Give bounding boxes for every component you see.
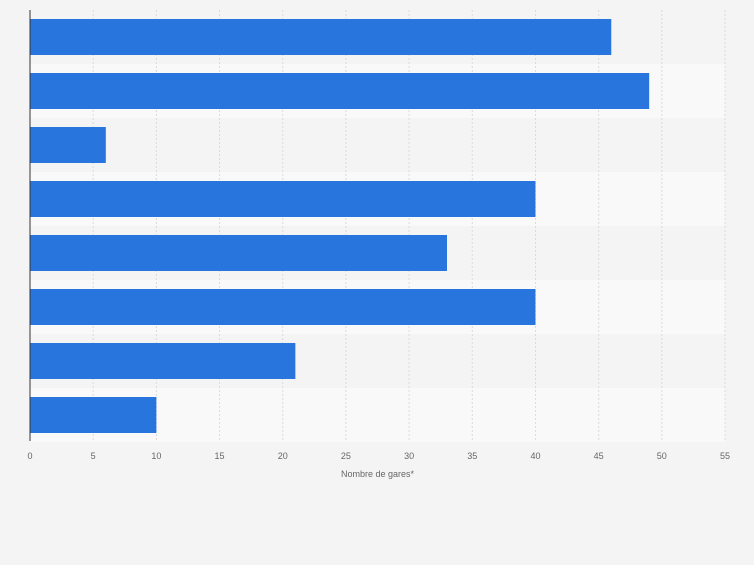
x-tick-label: 45 [594, 451, 604, 461]
bar [30, 73, 650, 109]
x-tick-label: 15 [215, 451, 225, 461]
x-tick-label: 0 [27, 451, 32, 461]
bar [30, 127, 106, 163]
x-tick-label: 20 [278, 451, 288, 461]
x-tick-label: 5 [91, 451, 96, 461]
row-band [30, 118, 725, 172]
x-tick-label: 35 [467, 451, 477, 461]
bar [30, 19, 612, 55]
bar [30, 235, 447, 271]
bar [30, 289, 536, 325]
x-tick-label: 50 [657, 451, 667, 461]
bars [30, 19, 650, 433]
x-tick-label: 40 [530, 451, 540, 461]
x-tick-labels: 0 5 10 15 20 25 30 35 40 45 50 55 [27, 451, 730, 461]
x-tick-label: 10 [151, 451, 161, 461]
bar [30, 397, 157, 433]
bar [30, 181, 536, 217]
x-tick-label: 25 [341, 451, 351, 461]
x-axis-label: Nombre de gares* [341, 469, 415, 479]
bar [30, 343, 296, 379]
x-tick-label: 55 [720, 451, 730, 461]
x-tick-label: 30 [404, 451, 414, 461]
